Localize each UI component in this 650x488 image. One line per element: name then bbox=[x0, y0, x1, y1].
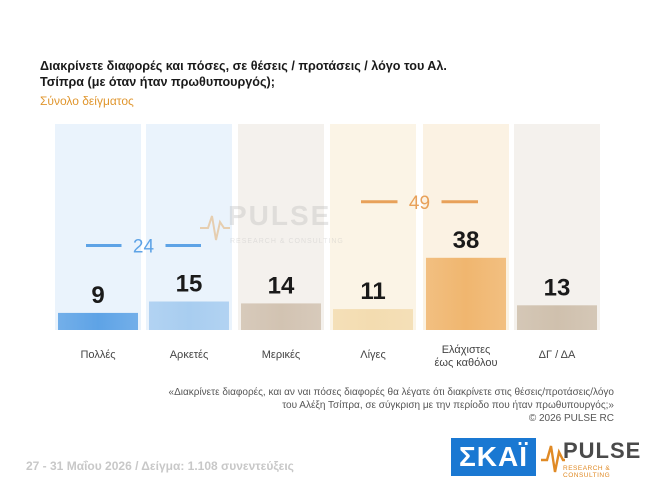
group-total-1: 49 bbox=[409, 193, 430, 214]
category-label-0: Πολλές bbox=[80, 349, 115, 361]
bar-3 bbox=[333, 309, 413, 330]
column-bg-0 bbox=[55, 124, 141, 330]
survey-info: 27 - 31 Μαΐου 2026 / Δείγμα: 1.108 συνεν… bbox=[26, 459, 294, 473]
chart-subtitle: Σύνολο δείγματος bbox=[40, 94, 134, 108]
bar-value-0: 9 bbox=[91, 282, 104, 309]
bar-value-5: 13 bbox=[544, 274, 571, 301]
bar-value-4: 38 bbox=[453, 227, 480, 254]
column-bg-2 bbox=[238, 124, 324, 330]
pulse-logo: PULSE RESEARCH & CONSULTING bbox=[541, 438, 640, 479]
bar-0 bbox=[58, 312, 138, 330]
column-bg-3 bbox=[330, 124, 416, 330]
bar-2 bbox=[241, 303, 321, 330]
bar-1 bbox=[149, 301, 229, 330]
footnote-line-1: «Διακρίνετε διαφορές, και αν ναι πόσες δ… bbox=[168, 387, 614, 398]
bar-4 bbox=[426, 257, 506, 330]
category-label-1: Αρκετές bbox=[170, 349, 209, 361]
group-total-0: 24 bbox=[133, 237, 155, 258]
category-label-2: Μερικές bbox=[262, 349, 300, 361]
footnote-copyright: © 2026 PULSE RC bbox=[528, 413, 614, 424]
bar-value-1: 15 bbox=[176, 271, 203, 298]
pulse-logo-name: PULSE bbox=[563, 438, 642, 463]
footnote-line-2: του Αλέξη Τσίπρα, σε σύγκριση με την περ… bbox=[282, 400, 614, 411]
pulse-logo-sub: RESEARCH & CONSULTING bbox=[563, 465, 611, 479]
bar-5 bbox=[517, 305, 597, 330]
bar-chart: 9 Πολλές 15 Αρκετές 14 Μερικές 11 Λίγες 38 Ελάχισ… bbox=[55, 124, 600, 369]
skai-logo: ΣΚΑΪ bbox=[451, 438, 536, 476]
category-label-3: Λίγες bbox=[360, 349, 386, 361]
pulse-logo-wave-icon bbox=[541, 445, 565, 473]
column-bg-5 bbox=[514, 124, 600, 330]
chart-title: Διακρίνετε διαφορές και πόσες, σε θέσεις… bbox=[40, 59, 447, 89]
bar-value-2: 14 bbox=[268, 272, 295, 299]
bar-value-3: 11 bbox=[360, 278, 385, 305]
question-footnote: «Διακρίνετε διαφορές, και αν ναι πόσες δ… bbox=[40, 386, 614, 425]
column-bg-1 bbox=[146, 124, 232, 330]
category-label-4: Ελάχιστες έως καθόλου bbox=[434, 344, 497, 369]
category-label-5: ΔΓ / ΔΑ bbox=[539, 349, 576, 361]
